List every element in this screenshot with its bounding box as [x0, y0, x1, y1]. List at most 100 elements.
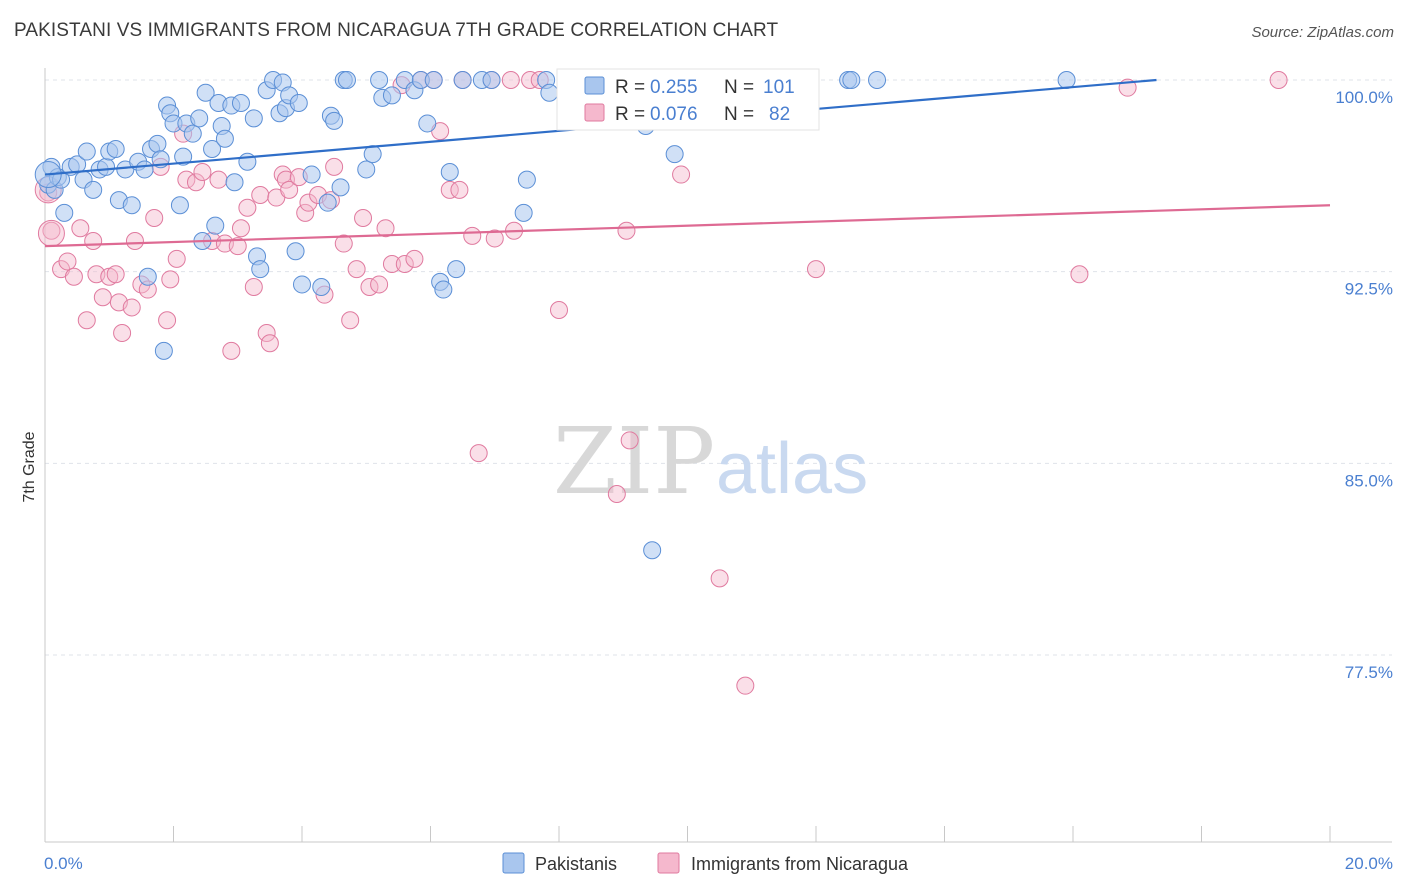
- point-nicaragua-31: [228, 237, 247, 256]
- point-pakistanis-24: [154, 341, 173, 360]
- point-nicaragua-84: [807, 260, 825, 279]
- point-nicaragua-59: [405, 249, 424, 268]
- stats-r-value-pink: 0.076: [650, 104, 698, 125]
- point-nicaragua-35: [251, 186, 270, 204]
- stats-legend-swatch-blue: [584, 76, 605, 95]
- stats-n-label-pink: N =: [724, 104, 754, 125]
- point-nicaragua-50: [341, 311, 360, 330]
- point-pakistanis-14: [106, 140, 125, 158]
- point-pakistanis-72: [418, 114, 437, 133]
- point-nicaragua-7: [84, 232, 103, 250]
- point-nicaragua-14: [122, 298, 141, 317]
- point-nicaragua-87: [1269, 71, 1288, 89]
- legend-swatch-pakistanis: [502, 852, 525, 874]
- point-pakistanis-66: [370, 71, 389, 89]
- point-nicaragua-66: [463, 226, 482, 245]
- series-nicaragua-points: [34, 71, 1288, 695]
- point-nicaragua-85: [1070, 265, 1089, 284]
- point-pakistanis-5: [55, 203, 74, 222]
- point-pakistanis-93: [643, 541, 662, 560]
- y-tick-label-0: 100.0%: [1335, 88, 1393, 107]
- point-pakistanis-55: [293, 275, 311, 294]
- point-pakistanis-100: [868, 71, 887, 89]
- stats-n-value-blue: 101: [763, 77, 795, 98]
- stats-r-label-blue: R =: [615, 77, 645, 98]
- point-pakistanis-80: [482, 71, 501, 89]
- stats-n-value-pink: 82: [769, 104, 790, 125]
- point-pakistanis-68: [382, 86, 401, 105]
- point-nicaragua-37: [260, 334, 279, 353]
- point-nicaragua-41: [280, 180, 299, 199]
- watermark-atlas: atlas: [716, 429, 868, 509]
- point-pakistanis-78: [453, 71, 472, 89]
- point-pakistanis-101: [1057, 71, 1076, 89]
- point-nicaragua-30: [222, 341, 241, 360]
- stats-legend: R = 0.255 N = 101 R = 0.076 N = 82: [556, 68, 820, 131]
- point-pakistanis-32: [190, 109, 209, 128]
- point-nicaragua-74: [550, 301, 568, 319]
- point-nicaragua-67: [469, 444, 488, 463]
- legend-label-nicaragua: Immigrants from Nicaragua: [691, 854, 909, 874]
- point-nicaragua-83: [736, 676, 755, 695]
- point-nicaragua-large-1: [37, 219, 65, 247]
- stats-r-value-blue: 0.255: [650, 77, 698, 98]
- point-nicaragua-69: [485, 229, 504, 248]
- axes: [44, 68, 1392, 843]
- point-pakistanis-28: [170, 196, 189, 215]
- stats-n-label-blue: N =: [724, 77, 754, 98]
- point-nicaragua-43: [296, 203, 315, 222]
- point-nicaragua-77: [617, 221, 636, 240]
- point-nicaragua-26: [193, 163, 212, 181]
- point-pakistanis-10: [84, 180, 103, 199]
- point-pakistanis-34: [196, 83, 215, 102]
- point-pakistanis-44: [244, 109, 263, 128]
- point-nicaragua-18: [145, 209, 164, 227]
- point-pakistanis-53: [286, 242, 305, 261]
- point-nicaragua-64: [450, 180, 469, 199]
- legend-label-pakistanis: Pakistanis: [535, 854, 617, 874]
- point-pakistanis-58: [318, 193, 337, 212]
- point-pakistanis-84: [540, 83, 559, 102]
- point-nicaragua-33: [238, 198, 257, 217]
- point-nicaragua-70: [501, 71, 520, 89]
- point-pakistanis-42: [231, 94, 250, 112]
- point-pakistanis-12: [97, 157, 116, 176]
- point-nicaragua-80: [672, 165, 691, 184]
- point-nicaragua-63: [440, 180, 459, 199]
- y-tick-label-3: 77.5%: [1345, 663, 1393, 682]
- bottom-legend: Pakistanis Immigrants from Nicaragua: [502, 852, 909, 874]
- point-pakistanis-77: [447, 260, 466, 279]
- point-pakistanis-56: [302, 165, 321, 184]
- point-nicaragua-76: [607, 485, 626, 503]
- point-pakistanis-36: [206, 216, 225, 235]
- point-nicaragua-36: [257, 324, 276, 342]
- point-pakistanis-99: [842, 71, 861, 89]
- point-pakistanis-22: [148, 134, 167, 153]
- point-pakistanis-75: [434, 280, 453, 299]
- y-tick-labels: 100.0% 92.5% 85.0% 77.5%: [1335, 88, 1393, 682]
- y-tick-label-2: 85.0%: [1345, 471, 1393, 490]
- point-nicaragua-81: [710, 569, 729, 588]
- point-nicaragua-25: [186, 173, 205, 192]
- point-pakistanis-64: [357, 160, 376, 179]
- source-label: Source: ZipAtlas.com: [1251, 24, 1394, 41]
- legend-swatch-nicaragua: [657, 852, 680, 874]
- point-pakistanis-17: [122, 196, 141, 215]
- point-pakistanis-57: [312, 278, 331, 296]
- point-nicaragua-28: [209, 170, 228, 189]
- watermark-zip: ZIP: [553, 408, 715, 515]
- point-nicaragua-3: [58, 252, 77, 271]
- point-nicaragua-22: [167, 249, 186, 268]
- point-nicaragua-49: [334, 234, 353, 253]
- point-pakistanis-39: [215, 129, 234, 148]
- point-nicaragua-39: [273, 165, 292, 184]
- point-pakistanis-81: [514, 203, 533, 222]
- point-pakistanis-19: [135, 160, 154, 179]
- point-nicaragua-5: [71, 219, 90, 238]
- point-nicaragua-32: [231, 219, 250, 238]
- point-nicaragua-1: [42, 221, 61, 240]
- point-pakistanis-63: [337, 71, 356, 89]
- point-pakistanis-61: [331, 178, 350, 197]
- y-tick-label-1: 92.5%: [1345, 280, 1393, 299]
